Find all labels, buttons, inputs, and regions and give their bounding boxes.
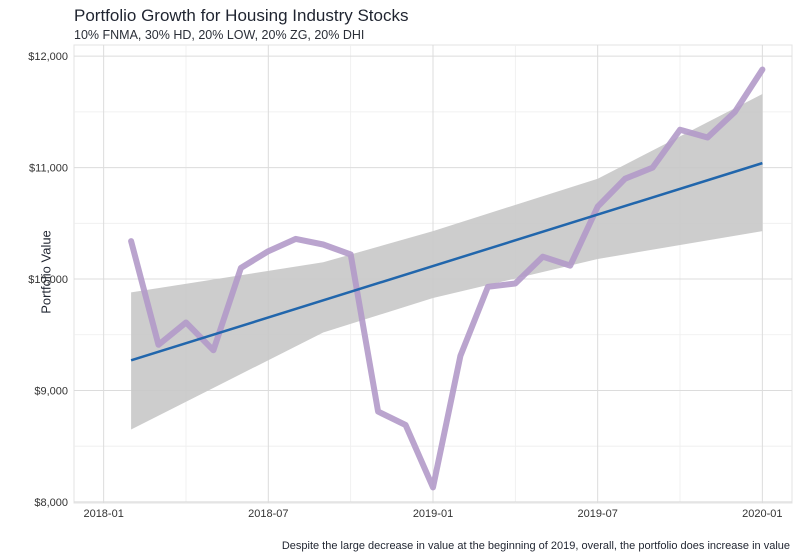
x-tick-label: 2019-07 bbox=[577, 508, 617, 520]
y-tick-label: $11,000 bbox=[29, 163, 68, 175]
y-tick-label: $9,000 bbox=[34, 385, 68, 397]
chart-subtitle: 10% FNMA, 30% HD, 20% LOW, 20% ZG, 20% D… bbox=[74, 28, 365, 42]
x-tick-label: 2018-07 bbox=[248, 508, 288, 520]
trend-line bbox=[130, 161, 763, 362]
chart-caption: Despite the large decrease in value at t… bbox=[281, 540, 790, 552]
y-tick-label: $10,000 bbox=[28, 274, 68, 286]
chart-title: Portfolio Growth for Housing Industry St… bbox=[74, 6, 409, 25]
x-tick-label: 2020-01 bbox=[742, 508, 782, 520]
portfolio-value-line bbox=[128, 66, 766, 491]
y-tick-label: $12,000 bbox=[28, 51, 68, 63]
x-tick-label: 2019-01 bbox=[413, 508, 453, 520]
x-tick-label: 2018-01 bbox=[83, 508, 123, 520]
y-tick-label: $8,000 bbox=[34, 497, 68, 509]
